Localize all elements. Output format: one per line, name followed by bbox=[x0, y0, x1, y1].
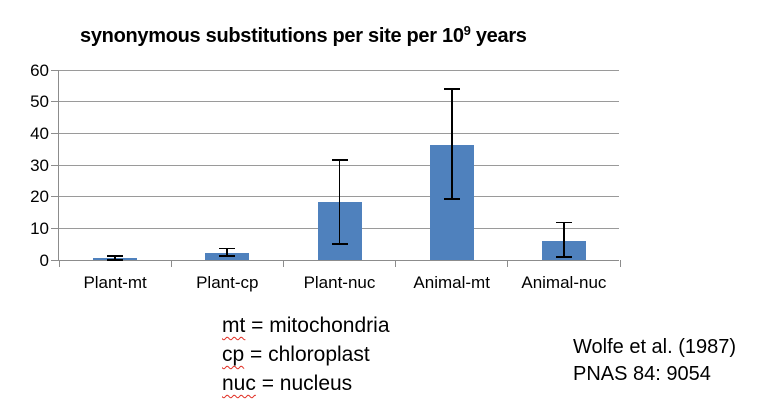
x-axis-label: Plant-cp bbox=[196, 273, 259, 292]
y-axis-tick bbox=[51, 69, 59, 71]
legend-definition: nucleus bbox=[279, 372, 353, 395]
error-bar-cap-top bbox=[107, 255, 124, 257]
y-axis-tick bbox=[51, 227, 59, 229]
chart-title-text: synonymous substitutions per site per 10 bbox=[80, 25, 464, 47]
legend-term: mt bbox=[222, 314, 246, 337]
chart-title-superscript: 9 bbox=[463, 23, 471, 38]
y-axis-label: 40 bbox=[30, 123, 49, 143]
x-axis-tick bbox=[170, 260, 172, 267]
legend-line: nuc = nucleus bbox=[222, 369, 390, 398]
plot-area: 0 10 20 30 40 50 60 Plant-mt Plant-cp Plant-nuc An… bbox=[30, 61, 621, 292]
legend-definition: mitochondria bbox=[269, 314, 390, 337]
y-axis-label: 50 bbox=[30, 92, 49, 112]
legend-line: mt = mitochondria bbox=[222, 311, 390, 340]
error-bar-plant-mt bbox=[114, 255, 116, 260]
citation-line: PNAS 84: 9054 bbox=[573, 363, 711, 385]
legend-term: cp bbox=[222, 343, 245, 366]
legend-line: cp = chloroplast bbox=[222, 340, 390, 369]
x-axis-label: Animal-nuc bbox=[521, 273, 607, 292]
gridline bbox=[59, 69, 619, 71]
x-axis-tick bbox=[507, 260, 509, 267]
y-axis-tick bbox=[51, 132, 59, 134]
error-bar-cap-bottom bbox=[219, 255, 236, 258]
error-bar-cap-top bbox=[443, 88, 460, 90]
legend-term: nuc bbox=[222, 372, 256, 395]
legend-separator: = bbox=[245, 314, 270, 337]
y-axis-tick bbox=[51, 164, 59, 166]
legend-separator: = bbox=[244, 343, 269, 366]
legend-separator: = bbox=[255, 372, 280, 395]
abbreviation-legend: mt = mitochondria cp = chloroplast nuc = n… bbox=[222, 311, 390, 398]
error-bar-animal-mt bbox=[450, 89, 453, 200]
y-axis-label: 0 bbox=[39, 250, 49, 270]
citation: Wolfe et al. (1987) PNAS 84: 9054 bbox=[573, 334, 736, 388]
gridline bbox=[59, 101, 619, 103]
error-bar-animal-nuc bbox=[563, 222, 565, 258]
y-axis-label: 10 bbox=[30, 218, 49, 238]
x-axis-tick bbox=[619, 260, 621, 267]
gridline bbox=[59, 132, 619, 134]
legend-definition: chloroplast bbox=[268, 343, 370, 366]
y-axis-label: 30 bbox=[30, 155, 49, 175]
y-axis-tick bbox=[51, 101, 59, 103]
error-bar-cap-bottom bbox=[331, 243, 348, 246]
error-bar-plant-nuc bbox=[338, 160, 341, 245]
x-axis-tick bbox=[395, 260, 397, 267]
error-bar-cap-top bbox=[331, 159, 348, 162]
x-axis-tick bbox=[282, 260, 284, 267]
error-bar-cap-top bbox=[219, 247, 236, 250]
x-axis-tick bbox=[58, 260, 60, 267]
x-axis-label: Plant-nuc bbox=[303, 273, 376, 292]
error-bar-cap-bottom bbox=[107, 258, 124, 261]
error-bar-cap-top bbox=[555, 221, 572, 224]
y-axis-label: 20 bbox=[30, 187, 49, 207]
chart-title: synonymous substitutions per site per 10… bbox=[80, 23, 527, 48]
error-bar-cap-bottom bbox=[443, 198, 460, 201]
citation-line: Wolfe et al. (1987) bbox=[573, 336, 737, 358]
error-bar-plant-cp bbox=[226, 248, 229, 257]
error-bar-cap-bottom bbox=[555, 256, 572, 258]
x-axis-label: Plant-mt bbox=[83, 273, 147, 292]
y-axis-tick bbox=[51, 196, 59, 198]
y-axis-tick bbox=[51, 259, 59, 261]
chart-title-suffix: years bbox=[470, 25, 527, 47]
y-axis-label: 60 bbox=[30, 60, 49, 80]
x-axis-label: Animal-mt bbox=[413, 273, 490, 292]
